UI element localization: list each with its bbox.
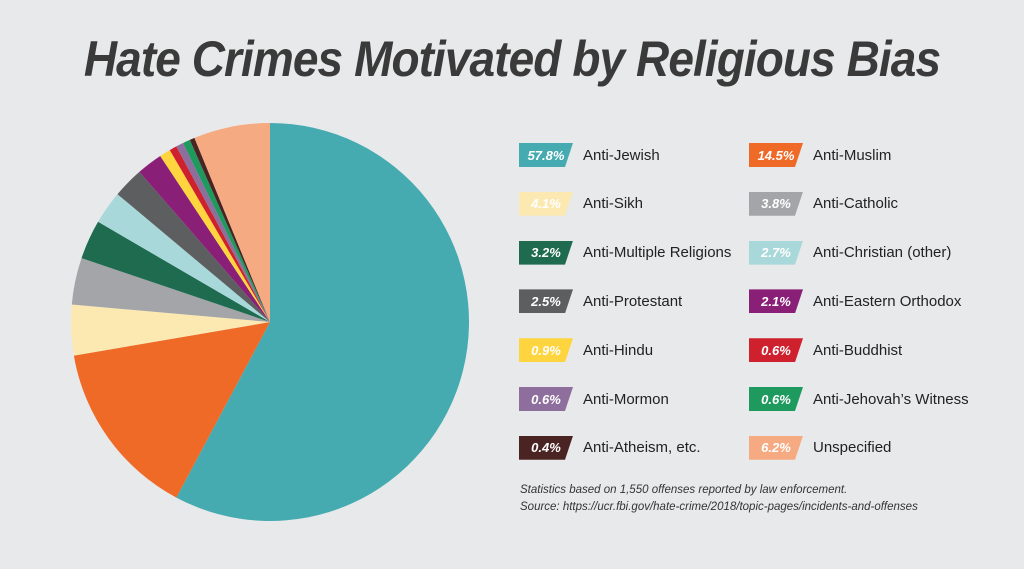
pie-slice-anti-catholic <box>71 258 270 322</box>
pie-slice-anti-eastern-orthodox <box>139 156 270 322</box>
legend-item-anti-protestant: 2.5% Anti-Protestant <box>519 289 682 313</box>
legend-value: 0.6% <box>749 387 803 411</box>
legend-value: 0.6% <box>749 338 803 362</box>
pie-slice-anti-protestant <box>117 171 270 322</box>
legend-item-anti-sikh: 4.1% Anti-Sikh <box>519 192 643 216</box>
legend-item-anti-catholic: 3.8% Anti-Catholic <box>749 192 898 216</box>
legend-item-anti-christian-other: 2.7% Anti-Christian (other) <box>749 241 951 265</box>
legend-label: Anti-Buddhist <box>813 341 903 359</box>
legend-label: Anti-Jehovah’s Witness <box>813 390 969 408</box>
legend-value: 4.1% <box>519 192 573 216</box>
footnote: Statistics based on 1,550 offenses repor… <box>520 482 918 516</box>
legend-value: 6.2% <box>749 436 803 460</box>
legend-label: Anti-Jewish <box>583 146 660 164</box>
legend-value: 2.1% <box>749 289 803 313</box>
legend-label: Unspecified <box>813 439 892 457</box>
legend-label: Anti-Atheism, etc. <box>583 439 701 457</box>
legend-item-unspecified: 6.2% Unspecified <box>749 436 891 460</box>
legend-value: 2.5% <box>519 289 573 313</box>
legend-label: Anti-Catholic <box>813 195 899 213</box>
legend-label: Anti-Muslim <box>813 146 892 164</box>
legend-value: 0.9% <box>519 338 573 362</box>
legend-label: Anti-Christian (other) <box>813 244 952 262</box>
pie-slice-anti-jehovah-s-witness <box>183 139 270 322</box>
legend-value: 14.5% <box>749 143 803 167</box>
legend-item-anti-jewish: 57.8% Anti-Jewish <box>519 143 660 167</box>
pie-slice-unspecified <box>194 123 270 322</box>
legend-item-anti-muslim: 14.5% Anti-Muslim <box>749 143 891 167</box>
legend-value: 57.8% <box>519 143 573 167</box>
footnote-source: Source: https://ucr.fbi.gov/hate-crime/2… <box>520 501 918 513</box>
legend-item-anti-mormon: 0.6% Anti-Mormon <box>519 387 669 411</box>
pie-slice-anti-jewish <box>176 123 470 521</box>
legend-label: Anti-Protestant <box>583 292 683 310</box>
pie-slice-anti-hindu <box>160 150 270 322</box>
legend-label: Anti-Mormon <box>583 390 669 408</box>
legend-item-anti-multiple-religions: 3.2% Anti-Multiple Religions <box>519 241 731 265</box>
legend-item-anti-buddhist: 0.6% Anti-Buddhist <box>749 338 902 362</box>
legend-label: Anti-Sikh <box>583 195 644 213</box>
pie-slice-anti-christian-other <box>98 194 270 322</box>
legend-value: 3.8% <box>749 192 803 216</box>
legend-label: Anti-Hindu <box>583 341 654 359</box>
pie-chart <box>71 123 470 521</box>
pie-slice-anti-muslim <box>73 322 271 498</box>
legend-label: Anti-Eastern Orthodox <box>813 292 962 310</box>
chart-title: Hate Crimes Motivated by Religious Bias <box>83 31 941 87</box>
legend-value: 0.4% <box>519 436 573 460</box>
pie-slice-anti-buddhist <box>169 146 270 322</box>
legend-item-anti-jehovah-s-witness: 0.6% Anti-Jehovah’s Witness <box>749 387 969 411</box>
legend-item-anti-atheism-etc: 0.4% Anti-Atheism, etc. <box>519 436 701 460</box>
legend-value: 3.2% <box>519 241 573 265</box>
legend-value: 0.6% <box>519 387 573 411</box>
pie-slice-anti-sikh <box>71 304 270 356</box>
pie-slice-anti-multiple-religions <box>81 221 270 322</box>
footnote-stats: Statistics based on 1,550 offenses repor… <box>520 484 848 496</box>
legend-item-anti-eastern-orthodox: 2.1% Anti-Eastern Orthodox <box>749 289 961 313</box>
pie-slice-anti-mormon <box>176 143 270 322</box>
legend-item-anti-hindu: 0.9% Anti-Hindu <box>519 338 653 362</box>
legend-label: Anti-Multiple Religions <box>583 244 732 262</box>
legend-value: 2.7% <box>749 241 803 265</box>
pie-slice-anti-atheism-etc <box>189 137 270 322</box>
